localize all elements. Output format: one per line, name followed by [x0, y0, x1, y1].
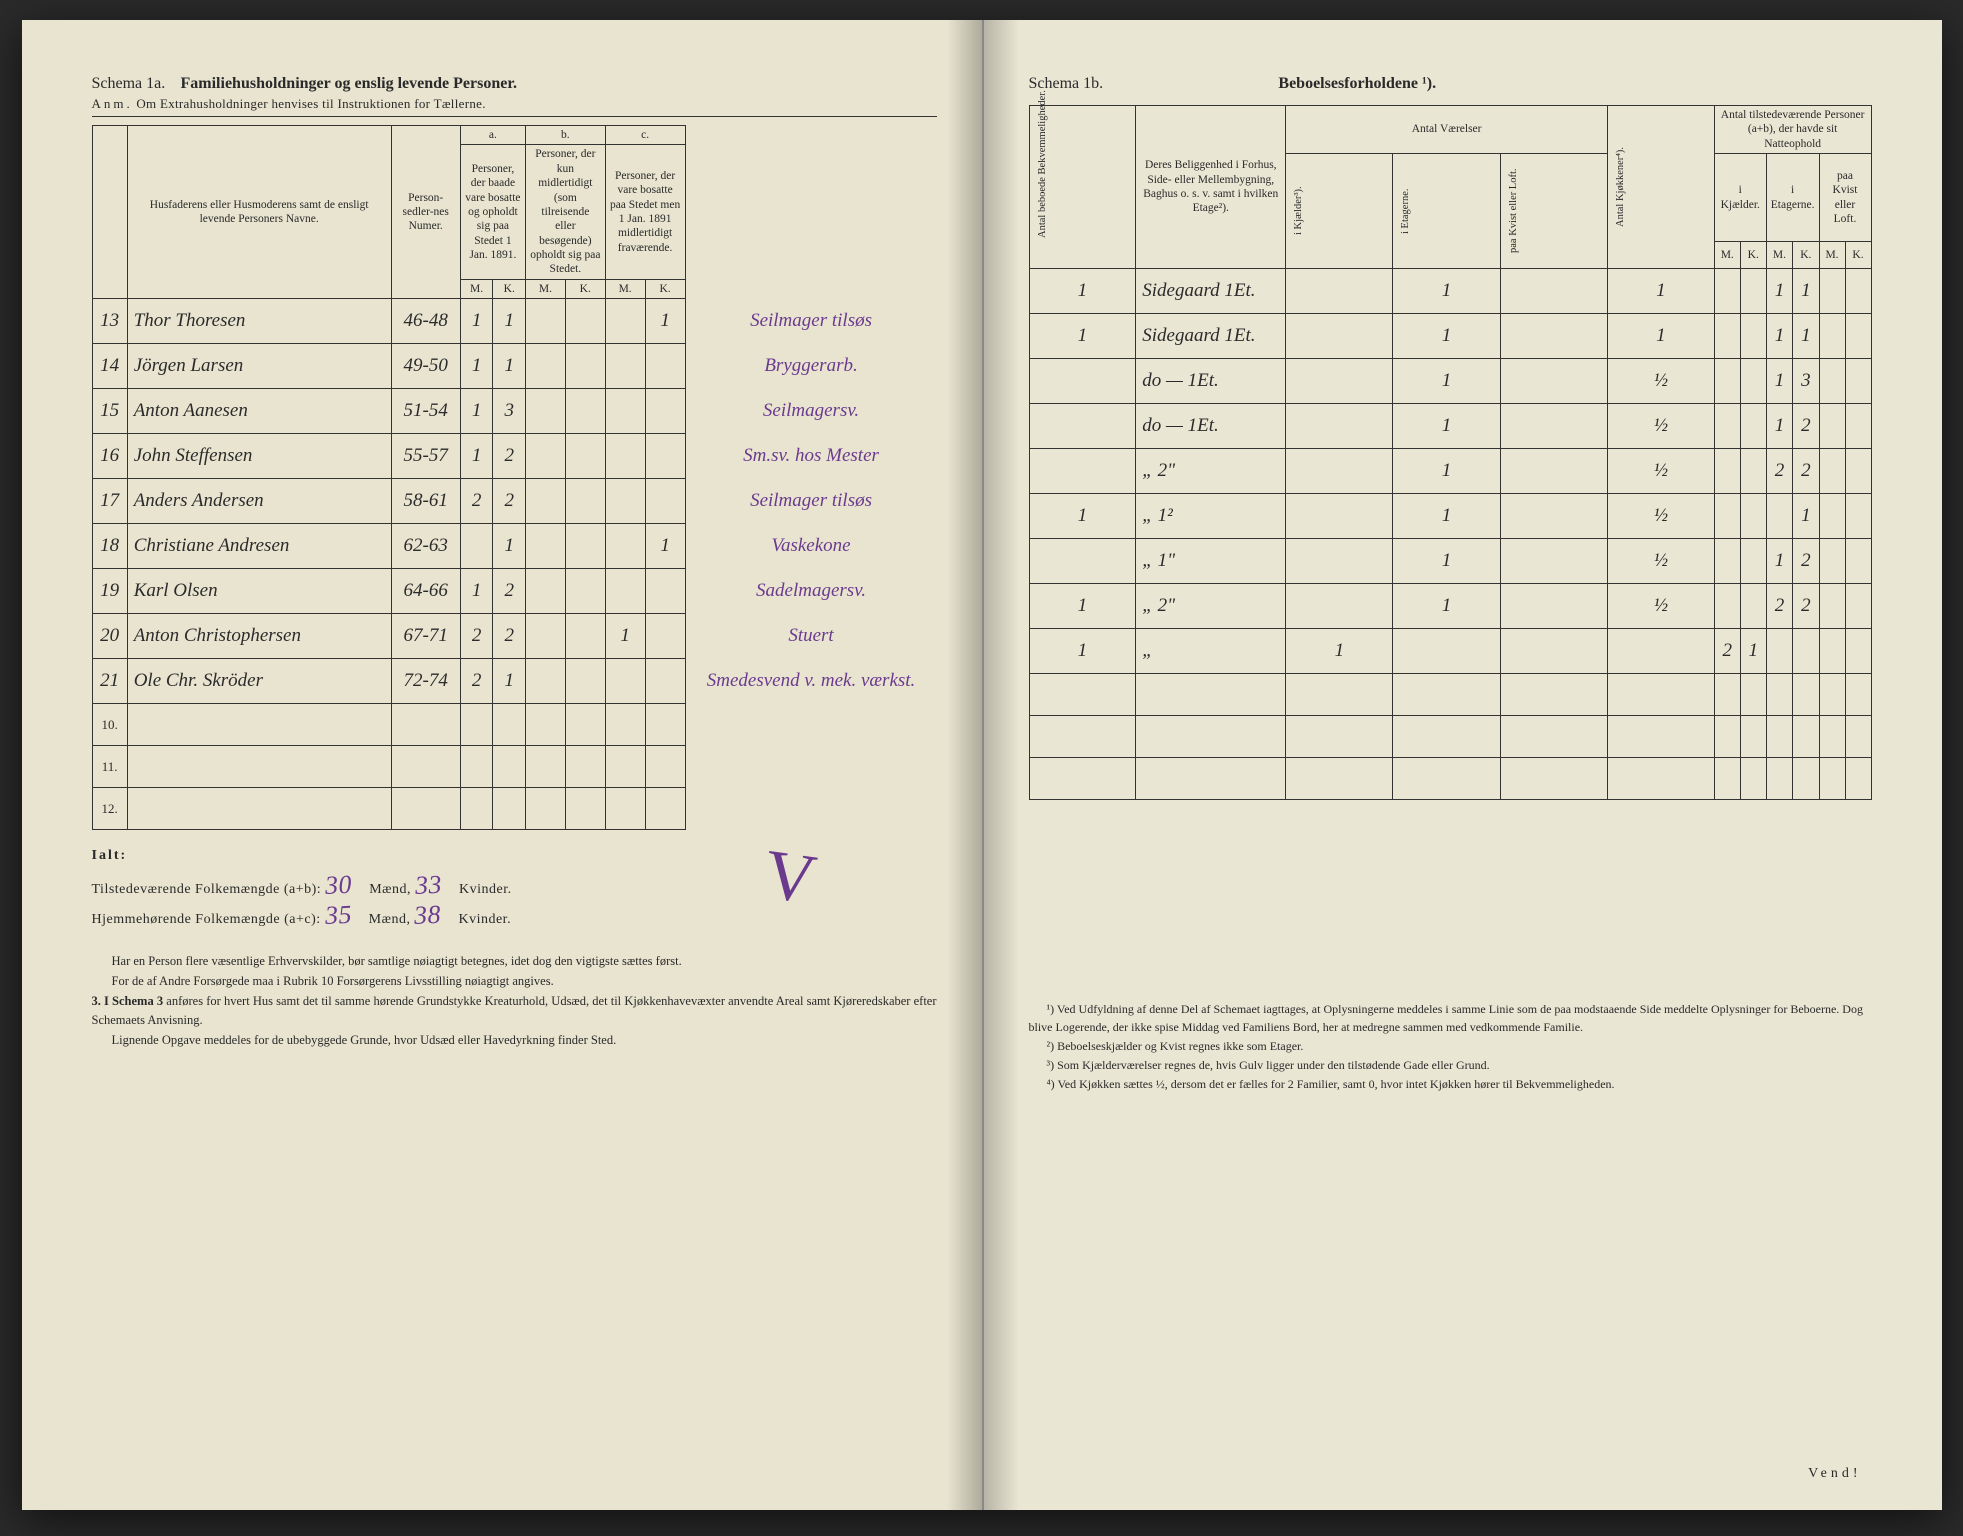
table-row: „ 2"1½22 — [1029, 449, 1871, 494]
col-belig: Deres Beliggenhed i Forhus, Side- eller … — [1136, 106, 1286, 269]
table-row: 1Sidegaard 1Et.1111 — [1029, 314, 1871, 359]
table-row: 14Jörgen Larsen49-5011Bryggerarb. — [92, 344, 937, 389]
schema-title-r: Beboelsesforholdene ¹). — [1278, 75, 1436, 92]
col-et: i Etagerne. — [1397, 156, 1414, 266]
left-small-print: Har en Person flere væsentlige Erhvervsk… — [92, 952, 937, 1049]
tot1-label: Tilstedeværende Folkemængde (a+b): — [92, 882, 322, 897]
fn4: ⁴) Ved Kjøkken sættes ½, dersom det er f… — [1029, 1075, 1872, 1093]
table-row — [1029, 716, 1871, 758]
totals-label: Ialt: — [92, 848, 128, 863]
para1: Har en Person flere væsentlige Erhvervsk… — [92, 952, 937, 970]
col-c: Personer, der vare bosatte paa Stedet me… — [605, 145, 685, 279]
table-row — [1029, 674, 1871, 716]
table-row: do — 1Et.1½13 — [1029, 359, 1871, 404]
col-kj: i Kjælder³). — [1290, 156, 1307, 266]
table-row: 18Christiane Andresen62-6311Vaskekone — [92, 524, 937, 569]
col-a: Personer, der baade vare bosatte og opho… — [460, 145, 525, 279]
tot2-m: 35 — [324, 899, 366, 931]
vend-label: Vend! — [1808, 1466, 1861, 1482]
table-row — [1029, 758, 1871, 800]
tot2-k: 38 — [414, 899, 456, 931]
right-table: Antal beboede Bekvemmeligheder. Deres Be… — [1029, 105, 1872, 800]
tot2-label: Hjemmehørende Folkemængde (a+c): — [92, 912, 321, 927]
tot1-k: 33 — [414, 869, 456, 901]
para2: For de af Andre Forsørgede maa i Rubrik … — [92, 972, 937, 990]
table-row: 1„ 2"1½22 — [1029, 584, 1871, 629]
table-row: 10. — [92, 704, 937, 746]
fn3: ³) Som Kjælderværelser regnes de, hvis G… — [1029, 1056, 1872, 1074]
para3: 3. I Schema 3 anføres for hvert Hus samt… — [92, 992, 937, 1028]
table-row: „ 1"1½12 — [1029, 539, 1871, 584]
para4: Lignende Opgave meddeles for de ubebygge… — [92, 1031, 937, 1049]
left-table: Husfaderens eller Husmoderens samt de en… — [92, 125, 937, 830]
table-row: 15Anton Aanesen51-5413Seilmagersv. — [92, 389, 937, 434]
left-title: Schema 1a. Familiehusholdninger og ensli… — [92, 75, 937, 93]
left-page: Schema 1a. Familiehusholdninger og ensli… — [22, 20, 982, 1510]
anm-label: Anm. — [92, 96, 133, 111]
table-row: 1Sidegaard 1Et.1111 — [1029, 269, 1871, 314]
table-row: 13Thor Thoresen46-48111Seilmager tilsøs — [92, 299, 937, 344]
grp-vaer: Antal Værelser — [1286, 106, 1608, 154]
grp-natt: Antal tilstedeværende Personer (a+b), de… — [1714, 106, 1871, 154]
census-book: Schema 1a. Familiehusholdninger og ensli… — [22, 20, 1942, 1510]
right-title: Schema 1b. Beboelsesforholdene ¹). — [1029, 75, 1872, 93]
group-a: a. — [460, 126, 525, 145]
table-row: 19Karl Olsen64-6612Sadelmagersv. — [92, 569, 937, 614]
table-row: 1„121 — [1029, 629, 1871, 674]
table-row: 21Ole Chr. Skröder72-7421Smedesvend v. m… — [92, 659, 937, 704]
footnotes: ¹) Ved Udfyldning af denne Del af Schema… — [1029, 1000, 1872, 1093]
table-row: 11. — [92, 746, 937, 788]
right-page: Schema 1b. Beboelsesforholdene ¹). Antal… — [982, 20, 1942, 1510]
anm-line: Anm. Om Extrahusholdninger henvises til … — [92, 96, 937, 117]
group-b: b. — [526, 126, 606, 145]
tot1-m: 30 — [324, 869, 366, 901]
natt-kj: i Kjælder. — [1714, 154, 1766, 242]
col-kjok: Antal Kjøkkener⁴). — [1612, 132, 1629, 242]
col-sedler: Person-sedler-nes Numer. — [391, 126, 460, 299]
anm-text: Om Extrahusholdninger henvises til Instr… — [136, 96, 485, 111]
table-row: 16John Steffensen55-5712Sm.sv. hos Meste… — [92, 434, 937, 479]
totals-block: Ialt: Tilstedeværende Folkemængde (a+b):… — [92, 848, 937, 930]
natt-kv: paa Kvist eller Loft. — [1819, 154, 1871, 242]
col-bekv: Antal beboede Bekvemmeligheder. — [1034, 132, 1051, 242]
table-row: 12. — [92, 788, 937, 830]
schema-title: Familiehusholdninger og enslig levende P… — [181, 75, 517, 92]
col-b: Personer, der kun midlertidigt (som tilr… — [526, 145, 606, 279]
natt-et: i Etagerne. — [1766, 154, 1819, 242]
table-row: 17Anders Andersen58-6122Seilmager tilsøs — [92, 479, 937, 524]
fn1: ¹) Ved Udfyldning af denne Del af Schema… — [1029, 1000, 1872, 1036]
schema-label: Schema 1a. — [92, 75, 166, 92]
col-kv: paa Kvist eller Loft. — [1505, 156, 1522, 266]
group-c: c. — [605, 126, 685, 145]
table-row: 1„ 1²1½1 — [1029, 494, 1871, 539]
table-row: do — 1Et.1½12 — [1029, 404, 1871, 449]
table-row: 20Anton Christophersen67-71221Stuert — [92, 614, 937, 659]
col-name: Husfaderens eller Husmoderens samt de en… — [127, 126, 391, 299]
fn2: ²) Beboelseskjælder og Kvist regnes ikke… — [1029, 1037, 1872, 1055]
